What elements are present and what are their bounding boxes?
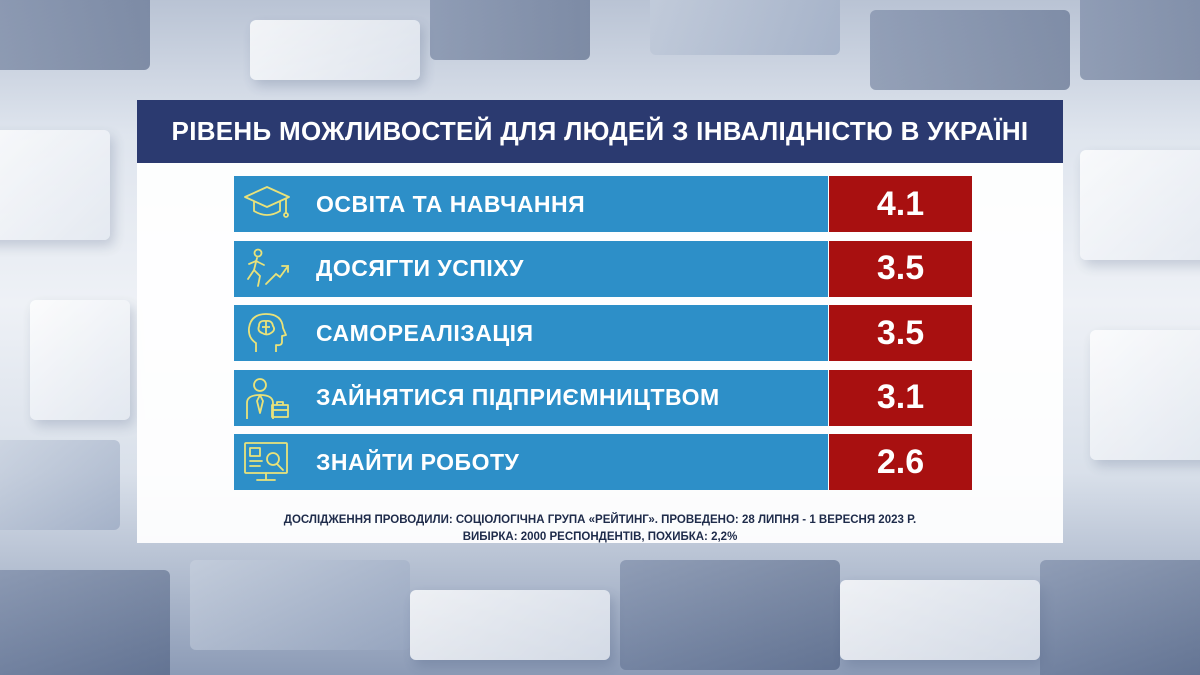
rating-label-box: ДОСЯГТИ УСПІХУ: [234, 240, 828, 297]
rating-label-box: САМОРЕАЛІЗАЦІЯ: [234, 305, 828, 361]
rating-row: ДОСЯГТИ УСПІХУ 3.5: [234, 240, 972, 297]
rating-label: ДОСЯГТИ УСПІХУ: [316, 255, 524, 281]
running-person-arrow-icon: [234, 241, 300, 297]
head-brain-icon: [234, 305, 300, 361]
rating-label: САМОРЕАЛІЗАЦІЯ: [316, 319, 534, 346]
footnote-line-2: ВИБІРКА: 2000 РЕСПОНДЕНТІВ, ПОХИБКА: 2,2…: [462, 531, 738, 543]
chart-title: РІВЕНЬ МОЖЛИВОСТЕЙ ДЛЯ ЛЮДЕЙ З ІНВАЛІДНІ…: [137, 100, 1063, 163]
rating-label-box: ЗНАЙТИ РОБОТУ: [234, 434, 828, 490]
businessman-briefcase-icon: [234, 370, 300, 426]
rating-value: 3.5: [829, 305, 972, 361]
rating-value: 3.5: [829, 240, 972, 297]
footnote-line-1: ДОСЛІДЖЕННЯ ПРОВОДИЛИ: СОЦІОЛОГІЧНА ГРУП…: [283, 514, 917, 526]
rating-value: 3.1: [829, 369, 972, 426]
rating-value: 4.1: [829, 176, 972, 232]
rating-row: ОСВІТА ТА НАВЧАННЯ 4.1: [234, 176, 972, 232]
rating-list: ОСВІТА ТА НАВЧАННЯ 4.1 ДОСЯГТИ УСПІХУ 3.…: [234, 176, 972, 499]
rating-row: ЗАЙНЯТИСЯ ПІДПРИЄМНИЦТВОМ 3.1: [234, 369, 972, 426]
rating-label: ЗНАЙТИ РОБОТУ: [316, 448, 520, 475]
rating-label-box: ОСВІТА ТА НАВЧАННЯ: [234, 176, 828, 232]
rating-value: 2.6: [829, 434, 972, 490]
rating-label: ЗАЙНЯТИСЯ ПІДПРИЄМНИЦТВОМ: [316, 384, 720, 410]
monitor-search-icon: [234, 434, 300, 490]
rating-label: ОСВІТА ТА НАВЧАННЯ: [316, 190, 586, 217]
source-footnote: ДОСЛІДЖЕННЯ ПРОВОДИЛИ: СОЦІОЛОГІЧНА ГРУП…: [137, 512, 1063, 546]
graduation-cap-icon: [234, 176, 300, 232]
rating-row: ЗНАЙТИ РОБОТУ 2.6: [234, 434, 972, 490]
rating-label-box: ЗАЙНЯТИСЯ ПІДПРИЄМНИЦТВОМ: [234, 369, 828, 426]
rating-row: САМОРЕАЛІЗАЦІЯ 3.5: [234, 305, 972, 361]
